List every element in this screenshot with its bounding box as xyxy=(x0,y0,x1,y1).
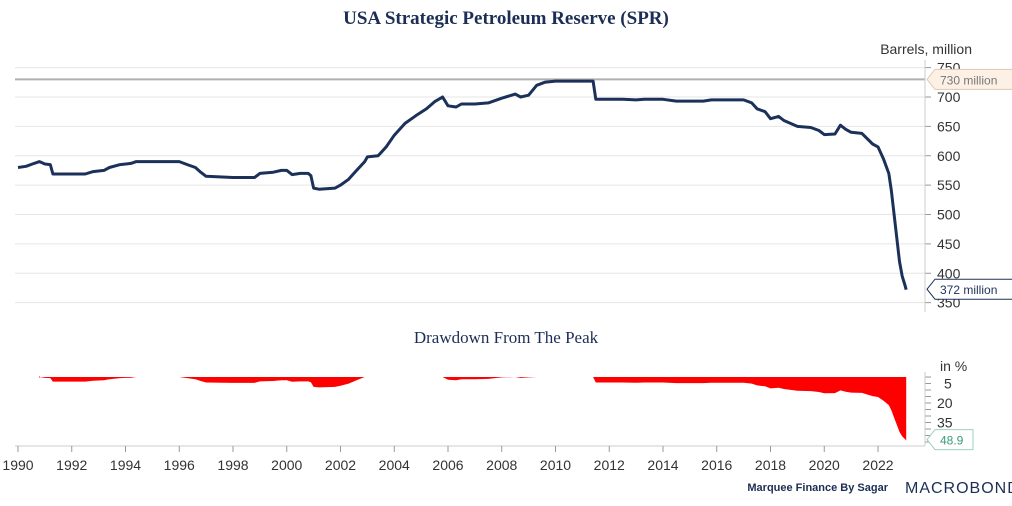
y-tick-label: 650 xyxy=(937,118,961,134)
x-tick-label: 2002 xyxy=(325,457,356,473)
y-tick-label: 400 xyxy=(937,265,961,281)
y-tick-label: 700 xyxy=(937,89,961,105)
x-tick-label: 2020 xyxy=(809,457,840,473)
drawdown-last-callout: 48.9 xyxy=(926,429,974,451)
last-value-callout-box xyxy=(926,278,1012,300)
spr-line xyxy=(17,79,908,291)
x-tick-label: 1998 xyxy=(217,457,248,473)
x-tick-label: 2010 xyxy=(540,457,571,473)
x-tick-label: 2004 xyxy=(379,457,410,473)
x-tick-label: 2018 xyxy=(755,457,786,473)
macrobond-logo: MACROBOND xyxy=(905,480,1012,497)
x-tick-label: 2012 xyxy=(594,457,625,473)
y-tick-label: 550 xyxy=(937,177,961,193)
peak-callout-box xyxy=(926,68,1012,90)
last-value-callout-text: 372 million xyxy=(940,283,997,297)
drawdown-tick-label: 35 xyxy=(937,415,953,431)
credit: Marquee Finance By Sagar xyxy=(747,482,888,494)
drawdown-tick-label: 20 xyxy=(937,395,953,411)
x-tick-label: 2016 xyxy=(701,457,732,473)
chart-title: USA Strategic Petroleum Reserve (SPR) xyxy=(343,8,669,29)
y-axis-label: Barrels, million xyxy=(880,41,972,57)
x-tick-label: 1994 xyxy=(110,457,141,473)
x-tick-label: 2022 xyxy=(862,457,893,473)
drawdown-tick-label: 5 xyxy=(944,376,952,392)
x-tick-label: 1996 xyxy=(164,457,195,473)
x-tick-label: 2000 xyxy=(271,457,302,473)
x-tick-label: 1990 xyxy=(2,457,33,473)
y-tick-label: 450 xyxy=(937,236,961,252)
x-tick-label: 2014 xyxy=(647,457,678,473)
y-tick-label: 500 xyxy=(937,207,961,223)
last-value-callout: 372 million xyxy=(926,278,1012,300)
peak-callout: 730 million xyxy=(926,68,1012,90)
drawdown-last-callout-text: 48.9 xyxy=(940,434,964,448)
drawdown-last-callout-box xyxy=(926,429,974,451)
peak-callout-text: 730 million xyxy=(940,73,997,87)
drawdown-y-label: in % xyxy=(940,358,967,374)
drawdown-title: Drawdown From The Peak xyxy=(414,328,599,347)
x-tick-label: 2008 xyxy=(486,457,517,473)
x-tick-label: 2006 xyxy=(432,457,463,473)
drawdown-area xyxy=(18,377,907,441)
y-tick-label: 600 xyxy=(937,148,961,164)
x-tick-label: 1992 xyxy=(56,457,87,473)
